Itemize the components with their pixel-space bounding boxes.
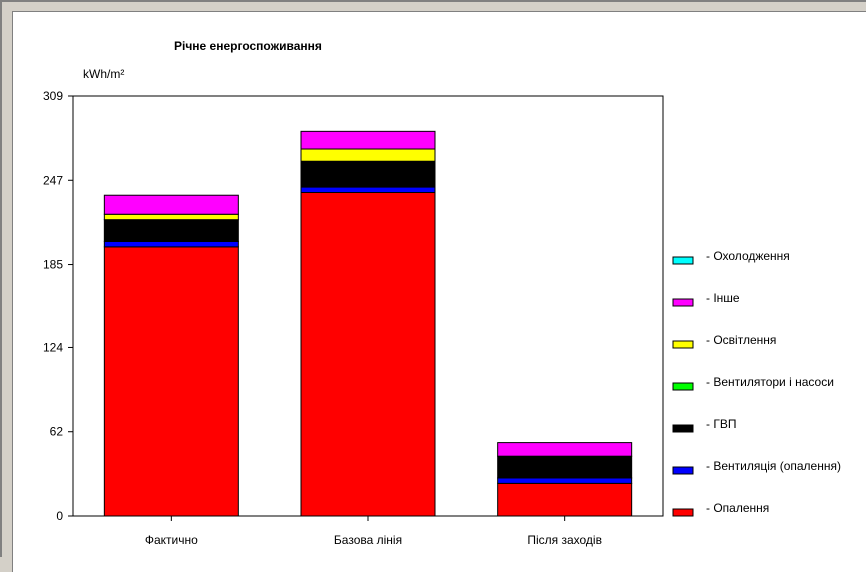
chart-svg: Річне енергоспоживання kWh/m² 0 62 124 185 2…	[43, 39, 841, 547]
y-tick-label: 0	[56, 509, 63, 523]
legend-swatch	[672, 424, 694, 433]
legend-swatch	[672, 508, 694, 517]
x-tick-label: Фактично	[145, 533, 198, 547]
bar-segment	[103, 240, 239, 248]
chart-title: Річне енергоспоживання	[174, 39, 322, 53]
y-tick-label: 309	[43, 89, 63, 103]
bar-segment	[300, 160, 436, 188]
legend-swatch	[672, 466, 694, 475]
legend-swatch	[672, 382, 694, 391]
bar-segment	[103, 246, 239, 517]
bar-segment	[103, 194, 239, 215]
y-axis-label: kWh/m²	[83, 67, 124, 81]
bar-segment	[300, 148, 436, 162]
bar-segment	[300, 186, 436, 194]
y-tick-label: 185	[43, 258, 63, 272]
legend-label: - Інше	[706, 291, 740, 305]
legend-swatch	[672, 340, 694, 349]
x-tick-label: Після заходів	[527, 533, 602, 547]
bar-segment	[497, 477, 633, 484]
legend-label: - Опалення	[706, 501, 769, 515]
bar-segment	[300, 192, 436, 517]
legend-swatch	[672, 298, 694, 307]
legend-label: - Вентилятори і насоси	[706, 375, 834, 389]
legend-swatch	[672, 256, 694, 265]
bar-segment	[497, 442, 633, 457]
bar-segment	[497, 482, 633, 517]
legend-label: - Вентиляція (опалення)	[706, 459, 841, 473]
legend-label: - ГВП	[706, 417, 736, 431]
y-tick-label: 124	[43, 340, 63, 354]
y-tick-label: 247	[43, 173, 63, 187]
x-tick-label: Базова лінія	[334, 533, 402, 547]
legend-label: - Освітлення	[706, 333, 776, 347]
bar-segment	[497, 455, 633, 479]
bar-segment	[103, 213, 239, 221]
bar-segment	[300, 130, 436, 150]
legend-label: - Охолодження	[706, 249, 790, 263]
bar-segment	[103, 219, 239, 242]
y-tick-label: 62	[50, 425, 64, 439]
